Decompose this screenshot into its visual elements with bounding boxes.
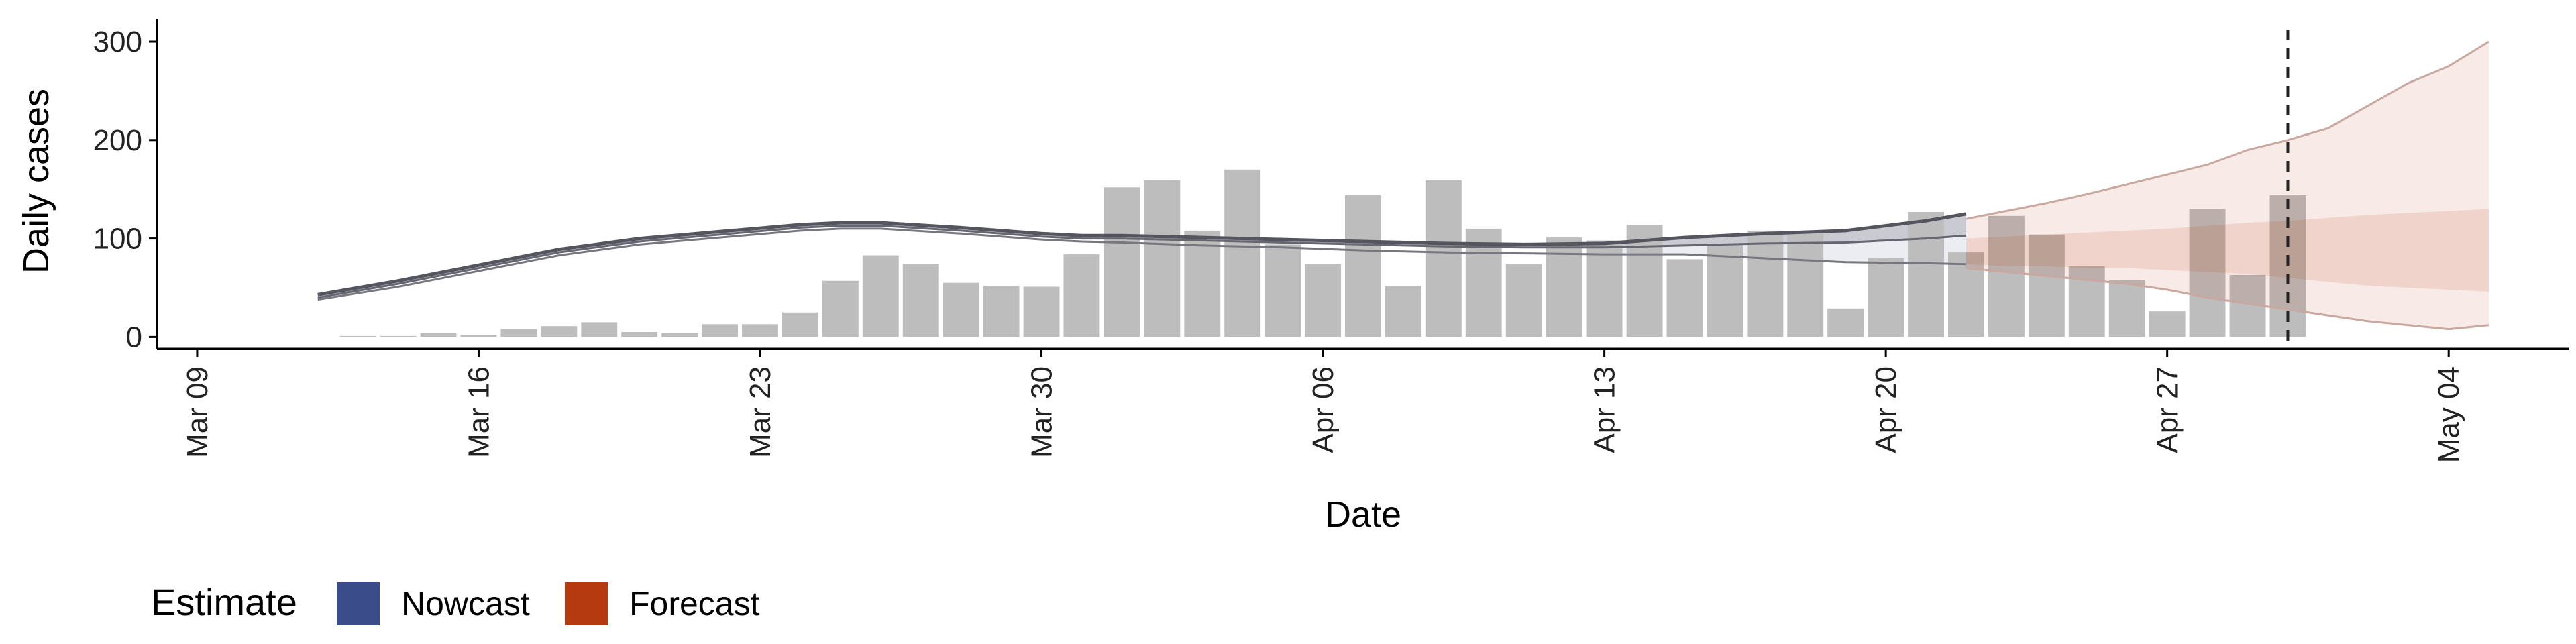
legend-label-nowcast: Nowcast bbox=[401, 585, 530, 623]
bar bbox=[702, 324, 738, 337]
bar bbox=[983, 286, 1020, 337]
bar bbox=[420, 333, 457, 337]
y-tick-label: 200 bbox=[93, 124, 142, 157]
bar bbox=[1868, 258, 1904, 337]
bar bbox=[943, 282, 979, 337]
legend-title: Estimate bbox=[151, 581, 297, 623]
y-tick-label: 0 bbox=[126, 321, 142, 354]
legend-swatch-forecast bbox=[565, 582, 608, 625]
bar bbox=[1144, 180, 1181, 337]
x-axis-title: Date bbox=[1325, 494, 1401, 535]
y-tick-label: 100 bbox=[93, 223, 142, 256]
x-tick-label: Mar 16 bbox=[463, 366, 496, 458]
x-ticks: Mar 09 Mar 16 Mar 23 Mar 30 Apr 06 Apr 13 Apr … bbox=[181, 349, 2465, 463]
y-ticks: 0 100 200 300 bbox=[93, 25, 157, 354]
estimate-lines bbox=[317, 212, 1967, 301]
bar bbox=[782, 312, 818, 337]
x-tick-label: Apr 13 bbox=[1589, 366, 1621, 453]
bar bbox=[862, 255, 899, 337]
bar bbox=[822, 280, 859, 337]
bar bbox=[1626, 225, 1663, 337]
y-tick-label: 300 bbox=[93, 25, 142, 58]
bar bbox=[1948, 252, 1984, 337]
forecast-lower-line bbox=[1966, 267, 2489, 331]
estimate-upper-line bbox=[317, 212, 1967, 297]
estimate-median-line bbox=[317, 225, 1967, 299]
bar bbox=[541, 326, 578, 337]
bar bbox=[1546, 237, 1582, 337]
bar bbox=[500, 329, 537, 337]
bar bbox=[1023, 286, 1060, 337]
bar bbox=[1666, 259, 1703, 337]
bar bbox=[2028, 234, 2065, 337]
forecast-upper-line bbox=[1966, 40, 2489, 220]
bar bbox=[2108, 280, 2145, 337]
bar bbox=[1707, 244, 1743, 337]
x-tick-label: Apr 20 bbox=[1870, 366, 1902, 453]
bar bbox=[339, 335, 376, 337]
bar bbox=[1827, 308, 1864, 337]
nowcast-band bbox=[1604, 213, 1966, 264]
forecast-band-50 bbox=[1966, 209, 2489, 292]
y-axis-title: Daily cases bbox=[16, 89, 56, 274]
bar bbox=[1425, 180, 1462, 337]
bar bbox=[581, 322, 618, 337]
x-tick-label: Mar 23 bbox=[744, 366, 777, 458]
bar bbox=[621, 332, 658, 337]
x-tick-label: Apr 27 bbox=[2151, 366, 2184, 453]
x-tick-label: May 04 bbox=[2432, 366, 2465, 463]
x-tick-label: Mar 30 bbox=[1026, 366, 1059, 458]
legend-swatch-nowcast bbox=[337, 582, 380, 625]
estimate-lower-line bbox=[317, 227, 1967, 301]
bar bbox=[1265, 244, 1301, 337]
bar bbox=[380, 335, 417, 337]
bar bbox=[460, 335, 497, 337]
forecast-band-90 bbox=[1966, 42, 2489, 329]
legend-label-forecast: Forecast bbox=[629, 585, 760, 623]
forecast-group bbox=[1966, 40, 2489, 331]
bar bbox=[902, 264, 939, 337]
bar bbox=[1505, 264, 1542, 337]
bar bbox=[1104, 187, 1140, 337]
case-bars bbox=[339, 169, 2306, 337]
bar bbox=[1063, 254, 1100, 337]
bar bbox=[1345, 195, 1381, 337]
bar bbox=[742, 324, 778, 337]
bar bbox=[1586, 240, 1623, 337]
legend: Estimate Nowcast Forecast bbox=[151, 581, 760, 625]
x-tick-label: Apr 06 bbox=[1307, 366, 1340, 453]
bar bbox=[1224, 169, 1261, 337]
bar bbox=[1184, 230, 1221, 337]
bar bbox=[1787, 233, 1824, 337]
bar bbox=[2189, 209, 2226, 337]
bar bbox=[1908, 212, 1944, 337]
bar bbox=[1988, 215, 2025, 337]
bar bbox=[1747, 230, 1784, 337]
bar bbox=[661, 333, 698, 337]
axes: 0 100 200 300 Mar 09 Mar 16 Mar 23 Mar 30 Apr 0… bbox=[93, 19, 2569, 463]
estimate-bands bbox=[317, 213, 1967, 298]
bar bbox=[2149, 311, 2186, 337]
x-tick-label: Mar 09 bbox=[181, 366, 214, 458]
bar bbox=[1385, 286, 1421, 337]
bar bbox=[1305, 264, 1341, 337]
